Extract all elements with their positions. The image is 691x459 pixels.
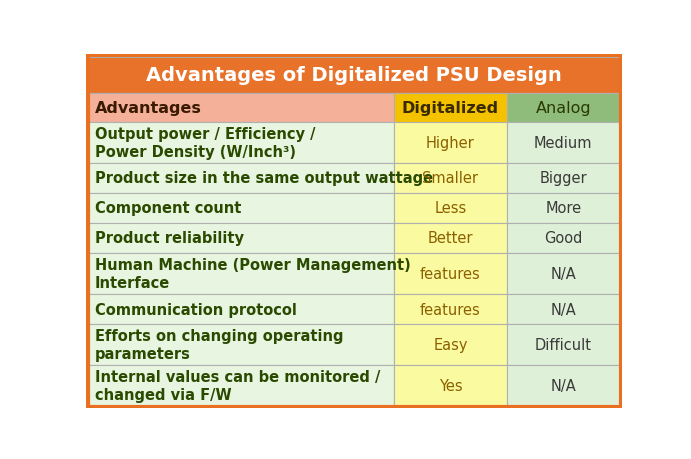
Text: Product reliability: Product reliability	[95, 231, 244, 246]
Text: Efforts on changing operating
parameters: Efforts on changing operating parameters	[95, 328, 343, 362]
Bar	[394, 123, 507, 164]
Text: features: features	[420, 302, 481, 317]
Text: N/A: N/A	[551, 302, 576, 317]
Text: N/A: N/A	[551, 378, 576, 393]
Bar	[507, 164, 620, 194]
Text: Less: Less	[435, 201, 466, 216]
Text: Bigger: Bigger	[540, 171, 587, 186]
Text: Internal values can be monitored /
changed via F/W: Internal values can be monitored / chang…	[95, 369, 380, 403]
Bar	[507, 123, 620, 164]
Bar	[394, 194, 507, 224]
Text: N/A: N/A	[551, 266, 576, 281]
Text: Component count: Component count	[95, 201, 241, 216]
Text: Advantages: Advantages	[95, 101, 202, 116]
Text: More: More	[545, 201, 581, 216]
Bar	[88, 253, 394, 294]
Bar	[507, 224, 620, 253]
Bar	[88, 94, 394, 123]
Text: Good: Good	[544, 231, 583, 246]
Bar	[507, 94, 620, 123]
Text: Easy: Easy	[433, 337, 468, 352]
Bar	[507, 325, 620, 365]
Bar	[88, 365, 394, 406]
Text: Analog: Analog	[536, 101, 591, 116]
Bar	[394, 365, 507, 406]
Text: Smaller: Smaller	[422, 171, 478, 186]
Bar	[394, 164, 507, 194]
Bar	[394, 325, 507, 365]
Text: features: features	[420, 266, 481, 281]
Bar	[88, 194, 394, 224]
Bar	[88, 57, 620, 94]
Bar	[507, 365, 620, 406]
Text: Better: Better	[428, 231, 473, 246]
Bar	[88, 164, 394, 194]
Text: Output power / Efficiency /
Power Density (W/Inch³): Output power / Efficiency / Power Densit…	[95, 126, 315, 160]
Text: Digitalized: Digitalized	[402, 101, 499, 116]
Bar	[88, 294, 394, 325]
Bar	[394, 224, 507, 253]
Text: Higher: Higher	[426, 136, 475, 151]
Text: Advantages of Digitalized PSU Design: Advantages of Digitalized PSU Design	[146, 66, 562, 85]
Text: Medium: Medium	[534, 136, 593, 151]
Bar	[394, 294, 507, 325]
Text: Communication protocol: Communication protocol	[95, 302, 296, 317]
Bar	[88, 123, 394, 164]
Bar	[394, 94, 507, 123]
Text: Product size in the same output wattage: Product size in the same output wattage	[95, 171, 433, 186]
Bar	[88, 224, 394, 253]
Text: Human Machine (Power Management)
Interface: Human Machine (Power Management) Interfa…	[95, 257, 410, 291]
Bar	[88, 325, 394, 365]
Text: Difficult: Difficult	[535, 337, 591, 352]
Bar	[394, 253, 507, 294]
Bar	[507, 294, 620, 325]
Bar	[507, 253, 620, 294]
Text: Yes: Yes	[439, 378, 462, 393]
Bar	[507, 194, 620, 224]
